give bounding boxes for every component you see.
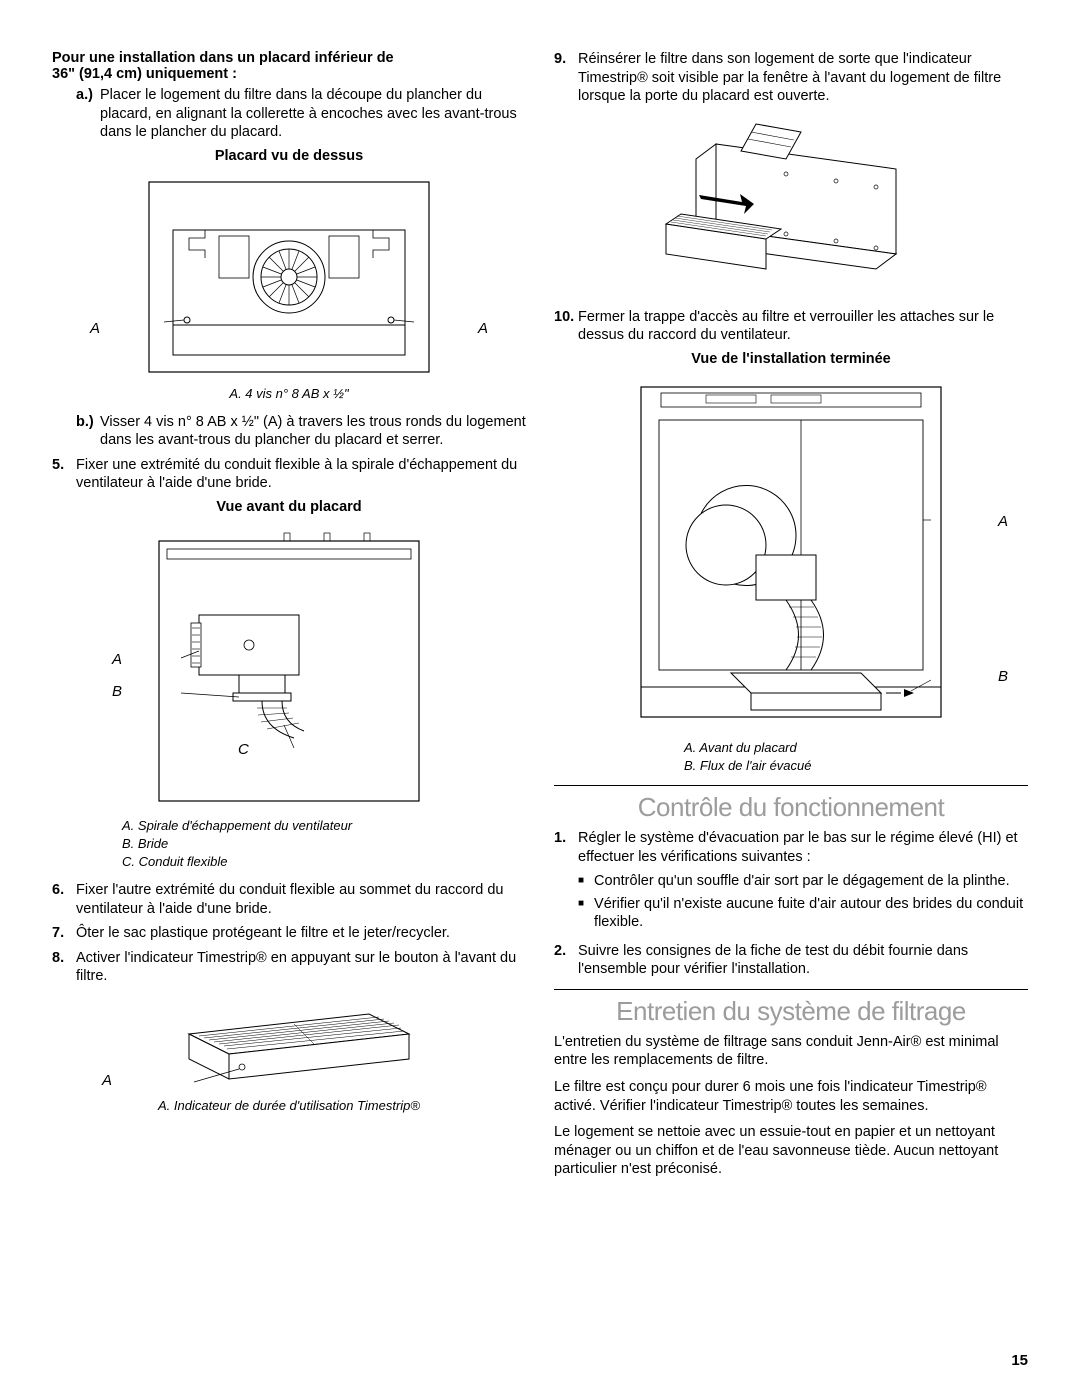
caption-placard-top: Placard vu de dessus bbox=[52, 148, 526, 164]
s1-step-1: 1. Régler le système d'évacuation par le… bbox=[554, 829, 1028, 936]
page-number: 15 bbox=[1011, 1352, 1028, 1369]
s2-p2: Le filtre est conçu pour durer 6 mois un… bbox=[554, 1078, 1028, 1115]
step-8: 8. Activer l'indicateur Timestrip® en ap… bbox=[52, 949, 526, 986]
caption2-lines: A. Spirale d'échappement du ventilateur … bbox=[52, 817, 526, 872]
figure-insert-filter bbox=[554, 114, 1028, 304]
s1-step-2: 2. Suivre les consignes de la fiche de t… bbox=[554, 942, 1028, 979]
right-column: 9. Réinsérer le filtre dans son logement… bbox=[554, 50, 1028, 1187]
intro-heading: Pour une installation dans un placard in… bbox=[52, 50, 526, 82]
figure-placard-top: A A bbox=[52, 172, 526, 382]
label-a4: A bbox=[998, 513, 1008, 530]
s2-p1: L'entretien du système de filtrage sans … bbox=[554, 1033, 1028, 1070]
figure-filter: A bbox=[52, 994, 526, 1094]
step-7: 7. Ôter le sac plastique protégeant le f… bbox=[52, 924, 526, 943]
label-a2: A bbox=[112, 651, 122, 668]
label-c2: C bbox=[238, 741, 249, 758]
label-a-right: A bbox=[478, 320, 488, 337]
step-5: 5. Fixer une extrémité du conduit flexib… bbox=[52, 456, 526, 493]
s1-bullet-1: Contrôler qu'un souffle d'air sort par l… bbox=[578, 872, 1028, 891]
section-entretien: Entretien du système de filtrage bbox=[554, 996, 1028, 1027]
substep-a: a.) Placer le logement du filtre dans la… bbox=[76, 86, 526, 142]
label-b2: B bbox=[112, 683, 122, 700]
label-a3: A bbox=[102, 1072, 112, 1089]
figure-finished: A B bbox=[554, 375, 1028, 735]
s2-p3: Le logement se nettoie avec un essuie-to… bbox=[554, 1123, 1028, 1179]
s1-bullet-2: Vérifier qu'il n'existe aucune fuite d'a… bbox=[578, 895, 1028, 932]
divider-1 bbox=[554, 785, 1028, 786]
caption-finished: Vue de l'installation terminée bbox=[554, 351, 1028, 367]
step-9: 9. Réinsérer le filtre dans son logement… bbox=[554, 50, 1028, 106]
figure-front-view: A B C bbox=[52, 523, 526, 813]
caption-front-view: Vue avant du placard bbox=[52, 499, 526, 515]
left-column: Pour une installation dans un placard in… bbox=[52, 50, 526, 1187]
caption3-note: A. Indicateur de durée d'utilisation Tim… bbox=[52, 1098, 526, 1115]
section-controle: Contrôle du fonctionnement bbox=[554, 792, 1028, 823]
label-b4: B bbox=[998, 668, 1008, 685]
step-6: 6. Fixer l'autre extrémité du conduit fl… bbox=[52, 881, 526, 918]
caption4-lines: A. Avant du placard B. Flux de l'air éva… bbox=[554, 739, 1028, 775]
step-10: 10. Fermer la trappe d'accès au filtre e… bbox=[554, 308, 1028, 345]
caption1-note: A. 4 vis n° 8 AB x ½" bbox=[52, 386, 526, 403]
substep-b: b.) Visser 4 vis n° 8 AB x ½" (A) à trav… bbox=[76, 413, 526, 450]
divider-2 bbox=[554, 989, 1028, 990]
label-a-left: A bbox=[90, 320, 100, 337]
